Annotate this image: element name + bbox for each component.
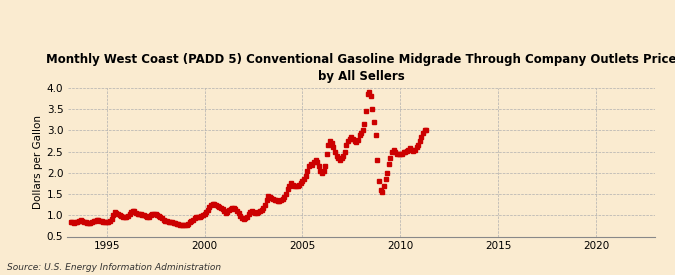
Title: Monthly West Coast (PADD 5) Conventional Gasoline Midgrade Through Company Outle: Monthly West Coast (PADD 5) Conventional…	[46, 53, 675, 83]
Text: Source: U.S. Energy Information Administration: Source: U.S. Energy Information Administ…	[7, 263, 221, 272]
Y-axis label: Dollars per Gallon: Dollars per Gallon	[32, 115, 43, 209]
